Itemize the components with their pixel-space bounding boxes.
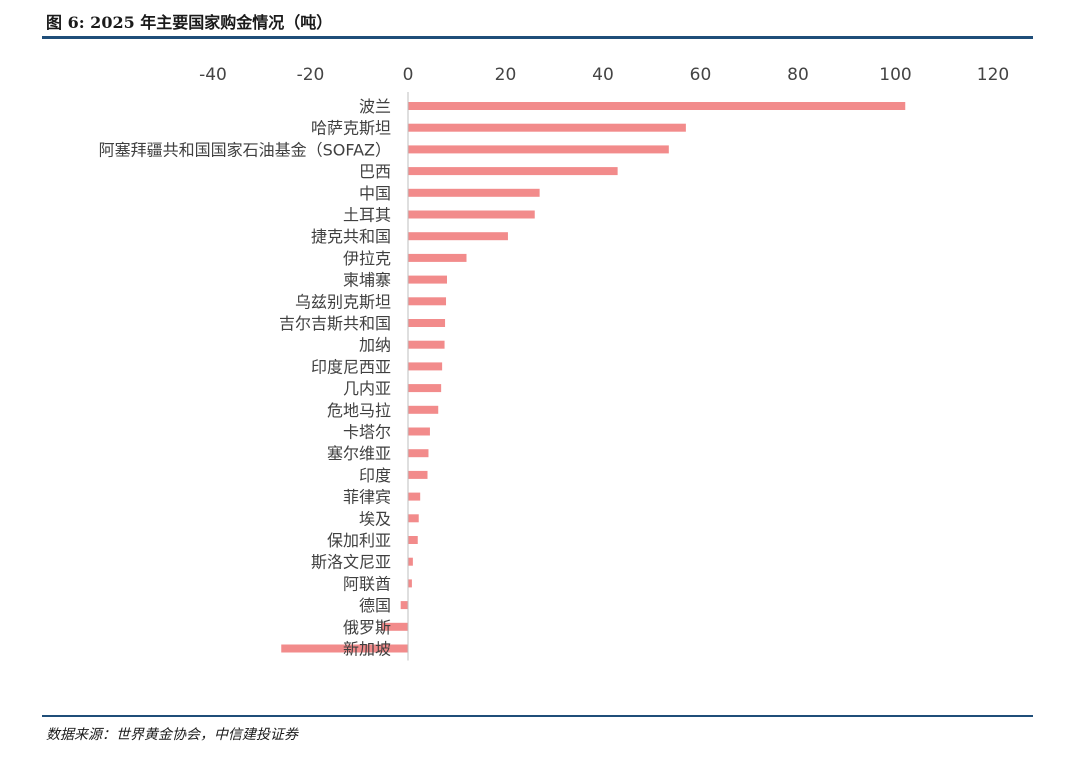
x-tick-label: 40: [592, 65, 614, 85]
bar: [408, 557, 413, 566]
category-label: 伊拉克: [343, 249, 391, 268]
category-label: 土耳其: [343, 206, 391, 225]
x-tick-label: -20: [297, 65, 325, 85]
bar: [408, 232, 508, 241]
bar: [408, 470, 428, 479]
category-label: 巴西: [359, 162, 391, 181]
bar: [408, 384, 442, 393]
category-label: 斯洛文尼亚: [311, 553, 391, 572]
bar: [408, 492, 421, 501]
category-label: 菲律宾: [343, 488, 391, 507]
bars: [281, 102, 906, 653]
bar: [408, 253, 467, 262]
bar: [408, 123, 686, 132]
bar: [408, 536, 418, 544]
category-label: 危地马拉: [327, 401, 391, 420]
category-label: 塞尔维亚: [327, 444, 391, 463]
category-label: 几内亚: [343, 379, 391, 398]
category-label: 吉尔吉斯共和国: [279, 314, 391, 333]
bar: [408, 340, 445, 349]
category-label: 卡塔尔: [343, 423, 391, 442]
source-rule: [42, 715, 1033, 717]
bar: [408, 145, 669, 154]
category-label: 德国: [359, 596, 391, 615]
bar: [408, 362, 443, 371]
bar: [408, 188, 540, 197]
bar: [408, 275, 447, 284]
bar: [408, 514, 419, 523]
category-label: 埃及: [359, 509, 391, 528]
x-tick-label: 60: [690, 65, 712, 85]
category-label: 印度尼西亚: [311, 357, 391, 376]
bar: [408, 319, 446, 327]
x-tick-label: -40: [199, 65, 227, 85]
figure-source: 数据来源：世界黄金协会，中信建投证券: [46, 727, 298, 743]
category-label: 波兰: [359, 97, 391, 116]
category-label: 中国: [359, 184, 391, 203]
category-label: 俄罗斯: [343, 618, 391, 637]
bar: [408, 449, 429, 458]
bar: [408, 427, 430, 436]
x-axis-ticks: -40 -20 0 20 40 60 80 100 120: [199, 65, 1009, 85]
category-label: 柬埔寨: [343, 271, 391, 290]
bar: [408, 102, 906, 110]
x-tick-label: 120: [977, 65, 1009, 85]
bar-chart: -40 -20 0 20 40 60 80 100 120 波兰哈萨克斯坦阿塞拜疆共和国国家石油…: [99, 65, 1009, 661]
category-label: 阿联酋: [343, 574, 391, 593]
category-label: 哈萨克斯坦: [311, 119, 391, 138]
x-tick-label: 80: [787, 65, 809, 85]
category-label: 乌兹别克斯坦: [295, 292, 391, 311]
bar: [400, 601, 408, 610]
x-tick-label: 100: [879, 65, 911, 85]
figure-title: 图 6: 2025 年主要国家购金情况（吨）: [46, 13, 333, 32]
x-tick-label: 0: [403, 65, 414, 85]
category-label: 捷克共和国: [311, 227, 391, 246]
bar: [408, 579, 412, 588]
category-label: 保加利亚: [327, 531, 391, 550]
category-label: 印度: [359, 466, 391, 485]
bar: [408, 210, 535, 219]
bar: [408, 297, 447, 306]
category-label: 加纳: [359, 336, 391, 355]
category-label: 新加坡: [343, 640, 391, 659]
x-tick-label: 20: [495, 65, 517, 85]
category-label: 阿塞拜疆共和国国家石油基金（SOFAZ）: [99, 140, 391, 159]
bar: [381, 622, 408, 631]
bar: [281, 644, 408, 653]
bar: [408, 405, 439, 414]
bar: [408, 167, 618, 176]
title-rule: [42, 36, 1033, 39]
